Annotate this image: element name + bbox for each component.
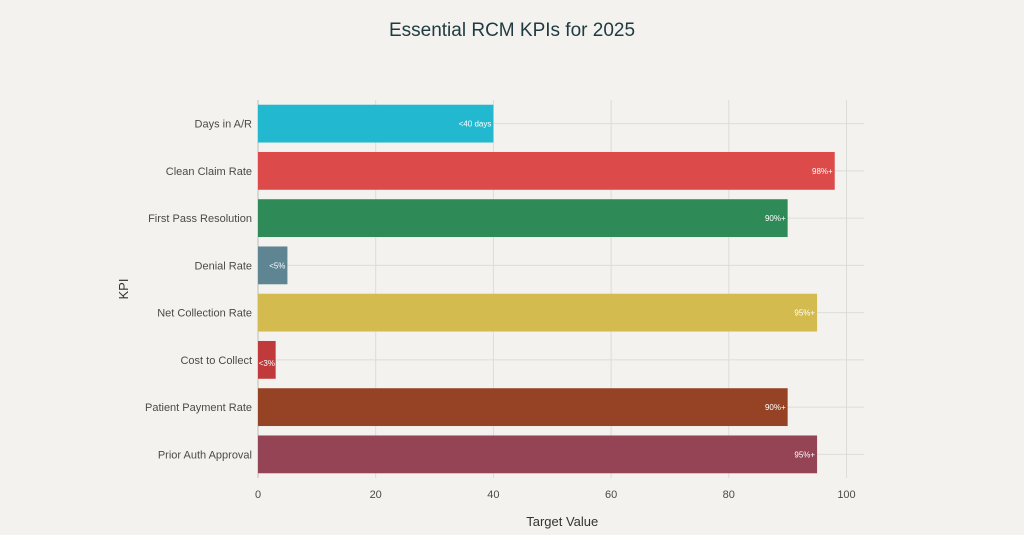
bars xyxy=(258,104,835,474)
x-axis-title: Target Value xyxy=(526,514,598,529)
category-label: Denial Rate xyxy=(195,260,252,272)
bar xyxy=(258,388,788,427)
x-tick-label: 60 xyxy=(605,489,617,501)
chart-title: Essential RCM KPIs for 2025 xyxy=(388,20,636,41)
bar xyxy=(258,293,818,332)
bar xyxy=(258,151,835,190)
x-tick-label: 100 xyxy=(837,489,855,501)
data-label: 95%+ xyxy=(794,450,815,459)
data-label: 95%+ xyxy=(794,309,815,318)
x-tick-label: 20 xyxy=(370,489,382,501)
data-label: <3% xyxy=(259,359,275,368)
bar xyxy=(258,246,288,285)
x-tick-label: 0 xyxy=(255,489,261,501)
data-label: 90%+ xyxy=(765,214,786,223)
category-label: First Pass Resolution xyxy=(148,213,252,225)
bar xyxy=(258,104,494,143)
labels: 0 20 40 60 80 100 Days in A/R <40 days Clean Cla… xyxy=(145,119,856,501)
category-label: Prior Auth Approval xyxy=(158,449,252,461)
data-label: <5% xyxy=(269,261,285,270)
category-label: Patient Payment Rate xyxy=(145,402,252,414)
bar xyxy=(258,199,788,238)
data-label: 90%+ xyxy=(765,403,786,412)
x-tick-label: 80 xyxy=(723,489,735,501)
x-tick-label: 40 xyxy=(487,489,499,501)
data-label: 98%+ xyxy=(812,167,833,176)
data-label: <40 days xyxy=(459,120,492,129)
bar xyxy=(258,435,818,474)
y-axis-title: KPI xyxy=(116,279,131,300)
bar xyxy=(258,340,276,379)
category-label: Net Collection Rate xyxy=(157,308,252,320)
category-label: Days in A/R xyxy=(195,119,253,131)
category-label: Clean Claim Rate xyxy=(166,166,252,178)
category-label: Cost to Collect xyxy=(180,355,252,367)
